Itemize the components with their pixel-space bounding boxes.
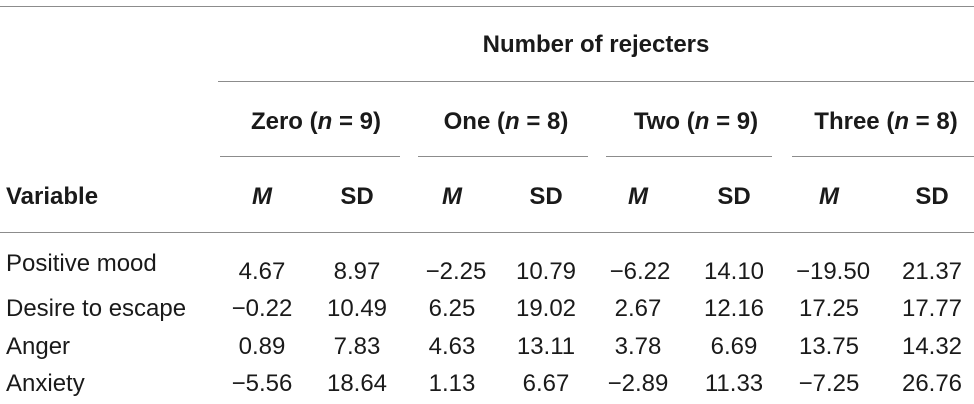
row-label-desire-to-escape: Desire to escape [6, 295, 187, 322]
table-cell: 18.64 [326, 370, 388, 397]
mean-header-three: M [819, 183, 839, 210]
mean-header-one: M [442, 183, 462, 210]
n-symbol: n [694, 108, 710, 135]
table-cell: 14.32 [901, 333, 963, 360]
group-rule-one [418, 156, 588, 157]
sd-header-one: SD [529, 183, 563, 210]
table-cell: 10.79 [515, 258, 577, 285]
spanner-header: Number of rejecters [482, 31, 710, 58]
group-header-two: Two (n = 9) [633, 108, 759, 135]
table-cell: 6.67 [522, 370, 570, 397]
top-rule [0, 6, 974, 7]
table-cell: 14.10 [703, 258, 765, 285]
table-cell: 7.83 [333, 333, 381, 360]
table-cell: 21.37 [901, 258, 963, 285]
table-cell: 1.13 [428, 370, 476, 397]
table-cell: −7.25 [798, 370, 860, 397]
table-cell: 19.02 [515, 295, 577, 322]
sd-header-three: SD [915, 183, 949, 210]
table-cell: 17.77 [901, 295, 963, 322]
table-cell: 8.97 [333, 258, 381, 285]
table-cell: 26.76 [901, 370, 963, 397]
spanner-rule [218, 81, 974, 82]
group-n: 9 [736, 108, 751, 135]
n-symbol: n [504, 108, 520, 135]
group-rule-zero [220, 156, 400, 157]
group-label: One [443, 108, 491, 135]
group-header-zero: Zero (n = 9) [250, 108, 382, 135]
n-symbol: n [894, 108, 909, 135]
group-n: 8 [547, 108, 561, 135]
header-bottom-rule [0, 232, 974, 233]
table-cell: 10.49 [326, 295, 388, 322]
group-rule-two [606, 156, 772, 157]
row-label-positive-mood: Positive mood [6, 250, 157, 277]
table-cell: 0.89 [238, 333, 286, 360]
table-cell: 4.63 [428, 333, 476, 360]
table-cell: 4.67 [238, 258, 286, 285]
table-cell: −19.50 [795, 258, 871, 285]
variable-header: Variable [6, 183, 99, 210]
group-label: Zero [250, 108, 303, 135]
table-cell: 13.11 [516, 333, 576, 360]
table-cell: −0.22 [231, 295, 293, 322]
table-cell: 3.78 [614, 333, 662, 360]
table-cell: 2.67 [614, 295, 662, 322]
table-cell: 6.69 [710, 333, 758, 360]
group-label: Two [633, 108, 681, 135]
table-cell: 17.25 [798, 295, 860, 322]
table-cell: −5.56 [231, 370, 293, 397]
row-label-anxiety: Anxiety [6, 370, 85, 397]
mean-header-zero: M [252, 183, 272, 210]
table-cell: 12.16 [703, 295, 765, 322]
group-header-one: One (n = 8) [443, 108, 569, 135]
group-n: 9 [359, 108, 374, 135]
sd-header-two: SD [717, 183, 751, 210]
group-n: 8 [936, 108, 950, 135]
table-cell: −2.89 [607, 370, 669, 397]
table-cell: 6.25 [428, 295, 476, 322]
table-cell: 13.75 [798, 333, 860, 360]
table-cell: −2.25 [425, 258, 487, 285]
table-cell: 11.33 [704, 370, 764, 397]
mean-header-two: M [628, 183, 648, 210]
sd-header-zero: SD [340, 183, 374, 210]
n-symbol: n [317, 108, 333, 135]
group-label: Three [814, 108, 880, 135]
table-cell: −6.22 [609, 258, 671, 285]
group-rule-three [792, 156, 974, 157]
group-header-three: Three (n = 8) [814, 108, 958, 135]
row-label-anger: Anger [6, 333, 71, 360]
